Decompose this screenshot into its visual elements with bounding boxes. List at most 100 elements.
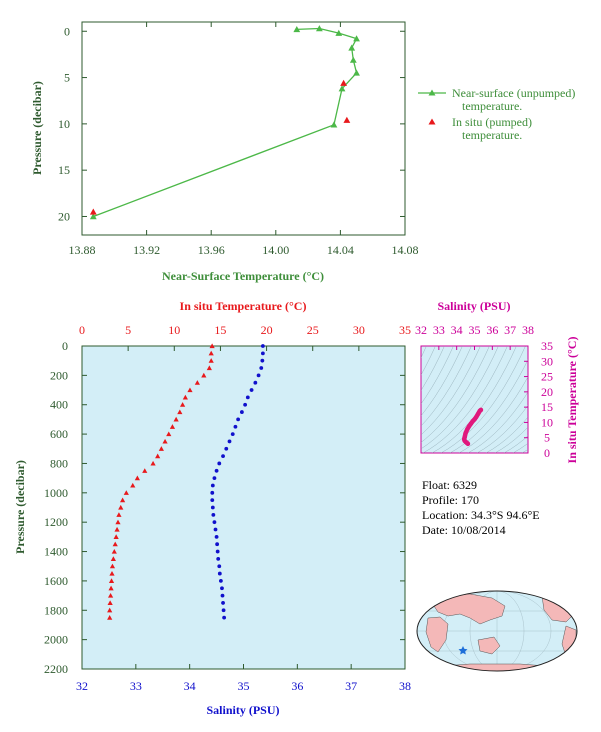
in-situ-point	[343, 116, 351, 123]
salinity-point	[210, 490, 215, 495]
temperature-tick-label: 15	[214, 323, 226, 337]
legend-near-surface-label-2: temperature.	[462, 99, 522, 113]
temperature-tick-label: 35	[399, 323, 411, 337]
temperature-point	[162, 438, 168, 444]
near-surface-point	[353, 69, 360, 76]
near-surface-ticks: 13.88 13.92 13.96 14.00 14.04 14.08 0 5 10 15 20	[58, 22, 419, 257]
temperature-point	[209, 343, 215, 349]
salinity-point	[221, 454, 225, 459]
density-contour	[421, 346, 481, 436]
temperature-point	[123, 490, 129, 495]
ts-x-tick-label: 36	[486, 323, 498, 337]
near-surface-point	[293, 26, 301, 33]
near-surface-legend: Near-surface (unpumped) temperature. In …	[418, 86, 575, 142]
y-tick-label: 1800	[44, 603, 68, 617]
salinity-point	[217, 461, 222, 466]
salinity-point	[216, 556, 221, 561]
temperature-tick-label: 30	[353, 323, 365, 337]
land-antarctica	[429, 663, 561, 671]
y-tick-label: 800	[50, 456, 68, 470]
temperature-point	[206, 365, 212, 371]
temperature-tick-label: 5	[125, 323, 131, 337]
float-info: Float: 6329 Profile: 170 Location: 34.3°…	[422, 478, 540, 537]
temperature-point	[118, 504, 124, 510]
temperature-point	[177, 409, 183, 415]
temperature-point	[107, 607, 113, 613]
ts-x-tick-label: 34	[451, 323, 463, 337]
temperature-point	[108, 578, 115, 583]
ts-y-tick-label: 15	[541, 400, 553, 414]
salinity-point	[260, 351, 265, 356]
salinity-point	[217, 571, 222, 576]
salinity-point	[214, 534, 219, 539]
float-location: Location: 34.3°S 94.6°E	[422, 508, 540, 522]
salinity-point	[212, 520, 217, 525]
legend-in-situ-label: In situ (pumped)	[452, 115, 532, 129]
density-contour	[512, 443, 528, 453]
temperature-point	[166, 431, 172, 437]
ts-y-tick-label: 35	[541, 339, 553, 353]
temperature-point	[134, 475, 140, 481]
ts-x-tick-label: 35	[469, 323, 481, 337]
y-tick-label: 1600	[44, 574, 68, 588]
salinity-point	[260, 344, 265, 348]
in-situ-point	[340, 79, 348, 86]
density-contour	[421, 346, 490, 443]
temperature-point	[155, 453, 161, 459]
density-contour	[467, 391, 528, 453]
y-tick-label: 600	[50, 427, 68, 441]
density-contour	[494, 426, 528, 453]
y-tick-label: 5	[64, 71, 70, 85]
salinity-point	[253, 380, 258, 385]
temperature-tick-label: 20	[261, 323, 273, 337]
salinity-point	[222, 615, 227, 620]
y-tick-label: 15	[58, 163, 70, 177]
y-tick-label: 2200	[44, 662, 68, 676]
y-tick-label: 2000	[44, 633, 68, 647]
ts-y-tick-label: 25	[541, 370, 553, 384]
land-australia	[477, 636, 501, 655]
y-tick-label: 1200	[44, 515, 68, 529]
x-tick-label: 13.92	[133, 243, 160, 257]
salinity-point	[218, 579, 223, 583]
profile-marks	[107, 343, 265, 620]
float-number: Float: 6329	[422, 478, 477, 492]
temperature-point	[109, 570, 115, 576]
temperature-point	[187, 387, 193, 393]
near-surface-point	[353, 35, 360, 42]
ts-density-contours	[421, 346, 528, 453]
temperature-point	[201, 372, 207, 378]
location-map	[416, 590, 578, 672]
salinity-point	[220, 593, 225, 598]
ts-y-tick-label: 30	[541, 354, 553, 368]
near-surface-point	[338, 85, 346, 92]
temperature-axis-label: In situ Temperature (°C)	[180, 299, 307, 313]
y-tick-label: 20	[58, 209, 70, 223]
salinity-point	[239, 410, 244, 414]
ts-point	[463, 430, 468, 436]
salinity-point	[259, 366, 264, 370]
density-contour	[421, 346, 499, 450]
temperature-point	[110, 556, 116, 561]
near-surface-plot-frame	[81, 21, 406, 236]
salinity-point	[236, 417, 241, 422]
salinity-tick-label: 35	[238, 679, 250, 693]
y-tick-label: 400	[50, 398, 68, 412]
temperature-point	[169, 424, 176, 429]
profile-plot-area	[81, 345, 406, 670]
temperature-point	[142, 468, 148, 473]
ts-x-tick-label: 37	[504, 323, 516, 337]
ts-x-tick-label: 33	[433, 323, 445, 337]
land-europe-asia	[431, 593, 506, 625]
ts-y-tick-label: 0	[544, 446, 550, 460]
salinity-point	[211, 512, 216, 517]
ts-point	[465, 441, 471, 447]
temperature-point	[208, 350, 214, 356]
temperature-point	[116, 512, 122, 517]
legend-near-surface-marker	[428, 89, 436, 96]
density-contour	[431, 346, 517, 453]
near-surface-chart: 13.88 13.92 13.96 14.00 14.04 14.08 0 5 10 15 20 N…	[30, 21, 575, 283]
density-contour	[458, 376, 528, 453]
